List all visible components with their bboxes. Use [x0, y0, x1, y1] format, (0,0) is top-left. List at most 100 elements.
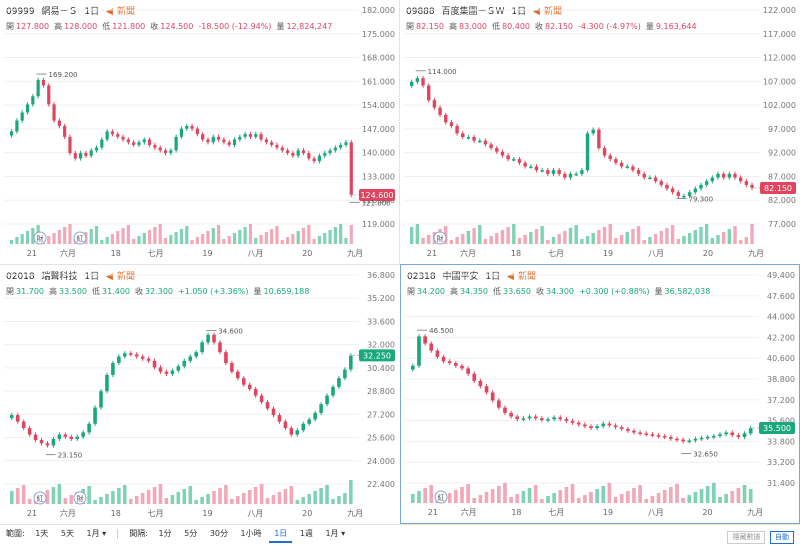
candle-body: [158, 367, 163, 372]
x-axis-label: 九月: [347, 509, 363, 518]
volume-bar: [642, 240, 646, 244]
stock-code[interactable]: 02018: [6, 272, 35, 282]
news-link[interactable]: 新聞: [517, 272, 536, 282]
volume-bar: [591, 233, 595, 244]
stock-name[interactable]: 中國平安: [442, 272, 479, 282]
candle-body: [142, 139, 146, 143]
volume-bar: [648, 237, 652, 244]
volume-bar: [140, 493, 145, 504]
auto-button[interactable]: 自動: [770, 531, 794, 544]
candle-body: [619, 427, 624, 429]
ohlc-stats: 開 31.700 高 33.500 低 31.400 收 32.300 +1.050 (+3.3…: [6, 286, 314, 297]
interval-1-day[interactable]: 1日: [269, 527, 293, 543]
stat-4: +0.300 (+0.88%): [579, 287, 650, 296]
volume-bar: [665, 228, 669, 244]
volume-bar: [185, 226, 189, 244]
chart-panel-09999[interactable]: 09999 網易－Ｓ 1日 ◀ 新聞 開 127.800 高 128.000 低 121.8…: [0, 0, 399, 264]
candle-body: [158, 147, 162, 151]
candle-body: [529, 166, 533, 168]
stock-code[interactable]: 02318: [407, 272, 436, 282]
interval-1-week[interactable]: 1週: [299, 529, 313, 538]
candle-body: [438, 107, 442, 115]
candle-body: [296, 150, 300, 156]
stat-value: -4.300 (-4.97%): [578, 22, 641, 31]
chart-panel-09888[interactable]: 09888 百度集團－ＳＷ 1日 ◀ 新聞 開 82.150 高 83.000 低 80.4…: [400, 0, 800, 264]
volume-bar: [644, 499, 649, 503]
stock-name[interactable]: 瑞聲科技: [41, 272, 78, 282]
candle-body: [750, 184, 754, 189]
high-annotation: 34.600: [218, 327, 243, 335]
stock-name[interactable]: 網易－Ｓ: [41, 7, 78, 17]
stat-value: 34.350: [460, 287, 488, 296]
chart-panel-02018[interactable]: 02018 瑞聲科技 1日 ◀ 新聞 開 31.700 高 33.500 低 31.400 收…: [0, 265, 399, 524]
candlestick-chart[interactable]: 36.800 35.200 33.600 32.000 30.400 28.800 27.2…: [0, 265, 399, 524]
range-label: 範圍:: [6, 529, 25, 538]
interval-1-hour[interactable]: 1小時: [240, 529, 262, 538]
news-icon[interactable]: ◀: [106, 7, 113, 17]
volume-bar: [638, 485, 642, 503]
x-axis-label: 七月: [148, 509, 164, 518]
chart-panel-02318[interactable]: 02318 中國平安 1日 ◀ 新聞 開 34.200 高 34.350 低 33.650 收…: [400, 264, 800, 524]
candle-body: [206, 334, 210, 343]
range-1-month[interactable]: 1月 ▾: [82, 525, 112, 543]
stat-label: 收: [135, 287, 143, 296]
candle-body: [512, 159, 516, 161]
candle-body: [421, 78, 425, 86]
candle-body: [132, 142, 136, 145]
stat-label: 高: [49, 287, 57, 296]
panel-divider-vertical: [399, 0, 400, 264]
candlestick-chart[interactable]: 182.000 175.000 168.000 161.000 154.000 147.0…: [0, 0, 399, 264]
interval-5-minutes[interactable]: 5分: [184, 529, 198, 538]
volume-bar: [271, 495, 276, 504]
candle-body: [259, 395, 264, 403]
period-selector[interactable]: 1日: [485, 272, 501, 282]
volume-bar: [20, 234, 24, 244]
period-selector[interactable]: 1日: [511, 7, 527, 17]
candlestick-chart[interactable]: 49.400 47.600 44.000 42.200 40.600 38.800 37.2…: [401, 265, 799, 523]
candle-body: [27, 428, 32, 435]
news-icon[interactable]: ◀: [106, 272, 113, 282]
candle-body: [87, 423, 91, 433]
volume-bar: [45, 490, 50, 504]
stat-2: 低 33.650: [493, 287, 531, 296]
x-axis-label: 18: [511, 249, 521, 258]
news-link[interactable]: 新聞: [543, 7, 562, 17]
interval-1-minute[interactable]: 1分: [158, 529, 172, 538]
volume-bar: [602, 227, 607, 244]
price-tag: [760, 182, 796, 195]
stock-code[interactable]: 09888: [406, 7, 435, 17]
candle-body: [241, 378, 246, 385]
volume-bar: [301, 497, 306, 504]
volume-bar: [227, 236, 231, 244]
volume-bar: [597, 230, 601, 244]
range-5-days[interactable]: 5天: [60, 529, 74, 538]
range-1-day[interactable]: 1天: [35, 529, 49, 538]
candlestick-chart[interactable]: 122.000 117.000 112.000 107.000 102.000 97.00…: [400, 0, 800, 264]
news-icon[interactable]: ◀: [533, 7, 540, 17]
volume-bar: [280, 240, 284, 244]
candle-body: [259, 134, 263, 140]
stock-name[interactable]: 百度集團－ＳＷ: [441, 7, 505, 17]
candle-body: [116, 134, 120, 137]
volume-bar: [190, 240, 194, 244]
candle-body: [313, 412, 317, 420]
candle-body: [589, 426, 593, 429]
period-selector[interactable]: 1日: [84, 272, 100, 282]
news-link[interactable]: 新聞: [116, 272, 135, 282]
candle-body: [248, 134, 253, 137]
news-link[interactable]: 新聞: [116, 7, 135, 17]
event-badge: [33, 491, 47, 505]
stock-code[interactable]: 09999: [6, 7, 35, 17]
interval-30-minutes[interactable]: 30分: [209, 529, 228, 538]
candle-body: [39, 440, 44, 444]
hide-data-button[interactable]: 隱藏數據: [727, 531, 766, 544]
candle-body: [307, 153, 311, 159]
volume-bar: [218, 488, 222, 504]
period-selector[interactable]: 1日: [84, 7, 100, 17]
candle-body: [79, 153, 83, 159]
news-icon[interactable]: ◀: [507, 272, 514, 282]
y-tick-label: 112.000: [763, 54, 796, 63]
candle-body: [699, 437, 704, 440]
interval-1-month[interactable]: 1月 ▾: [320, 525, 350, 543]
stat-label: 開: [6, 22, 14, 31]
